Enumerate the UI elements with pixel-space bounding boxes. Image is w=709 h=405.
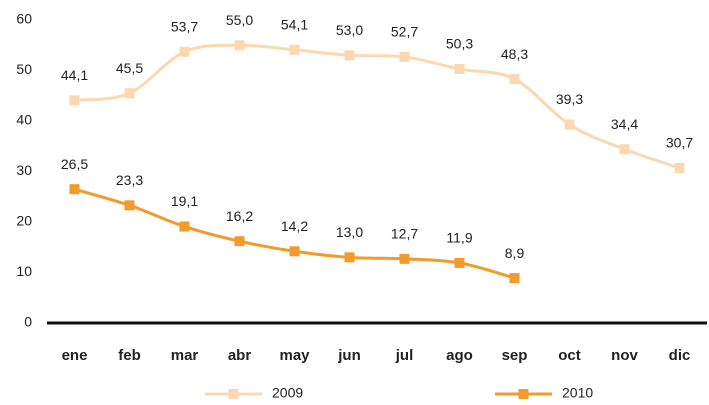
legend-label: 2009: [272, 385, 303, 401]
data-label: 16,2: [226, 208, 253, 224]
y-tick-label: 40: [16, 112, 32, 128]
point-marker: [344, 252, 355, 263]
point-marker: [69, 95, 80, 106]
y-tick-label: 10: [16, 263, 32, 279]
data-label: 45,5: [116, 60, 143, 76]
x-tick-label: jun: [337, 347, 361, 364]
data-label: 23,3: [116, 172, 143, 188]
x-tick-label: ago: [446, 347, 473, 364]
y-tick-label: 50: [16, 61, 32, 77]
point-marker: [399, 253, 410, 264]
data-label: 53,0: [336, 22, 363, 38]
legend-marker: [228, 389, 239, 399]
point-marker: [69, 184, 80, 195]
data-label: 39,3: [556, 91, 583, 107]
data-label: 14,2: [281, 218, 308, 234]
data-label: 48,3: [501, 46, 528, 62]
data-label: 19,1: [171, 193, 198, 209]
data-label: 11,9: [446, 230, 472, 246]
data-label: 44,1: [61, 67, 88, 83]
y-tick-label: 30: [16, 162, 32, 178]
x-tick-label: nov: [611, 347, 638, 364]
x-tick-label: oct: [558, 347, 581, 364]
point-marker: [619, 144, 630, 155]
y-tick-label: 20: [16, 213, 32, 229]
x-tick-label: jul: [395, 347, 414, 364]
x-tick-label: ene: [62, 347, 88, 364]
point-marker: [179, 221, 190, 232]
point-marker: [124, 88, 135, 99]
point-marker: [399, 51, 410, 62]
x-tick-label: mar: [171, 347, 199, 364]
point-marker: [509, 273, 520, 284]
point-marker: [124, 200, 135, 211]
x-tick-label: abr: [228, 347, 252, 364]
y-tick-label: 0: [24, 314, 32, 330]
data-label: 55,0: [226, 12, 253, 28]
point-marker: [509, 74, 520, 85]
data-label: 52,7: [391, 24, 418, 40]
series-line: [74, 43, 680, 170]
legend-marker: [518, 389, 529, 399]
data-label: 34,4: [611, 116, 638, 132]
data-label: 54,1: [281, 16, 308, 32]
data-label: 50,3: [446, 36, 473, 52]
data-label: 30,7: [666, 135, 693, 151]
point-marker: [344, 50, 355, 61]
data-label: 26,5: [61, 156, 88, 172]
x-tick-label: may: [279, 347, 310, 364]
data-label: 12,7: [391, 226, 418, 242]
legend-label: 2010: [562, 385, 593, 401]
point-marker: [674, 162, 685, 173]
point-marker: [234, 236, 245, 247]
x-tick-label: sep: [502, 347, 528, 364]
point-marker: [289, 246, 300, 257]
x-tick-label: feb: [118, 347, 141, 364]
data-label: 8,9: [505, 245, 525, 261]
y-tick-label: 60: [16, 11, 32, 27]
point-marker: [289, 44, 300, 55]
point-marker: [454, 257, 465, 268]
point-marker: [564, 119, 575, 130]
point-marker: [454, 63, 465, 74]
x-tick-label: dic: [669, 347, 691, 364]
data-label: 53,7: [171, 19, 198, 35]
point-marker: [179, 46, 190, 57]
data-label: 13,0: [336, 224, 363, 240]
point-marker: [234, 40, 245, 51]
